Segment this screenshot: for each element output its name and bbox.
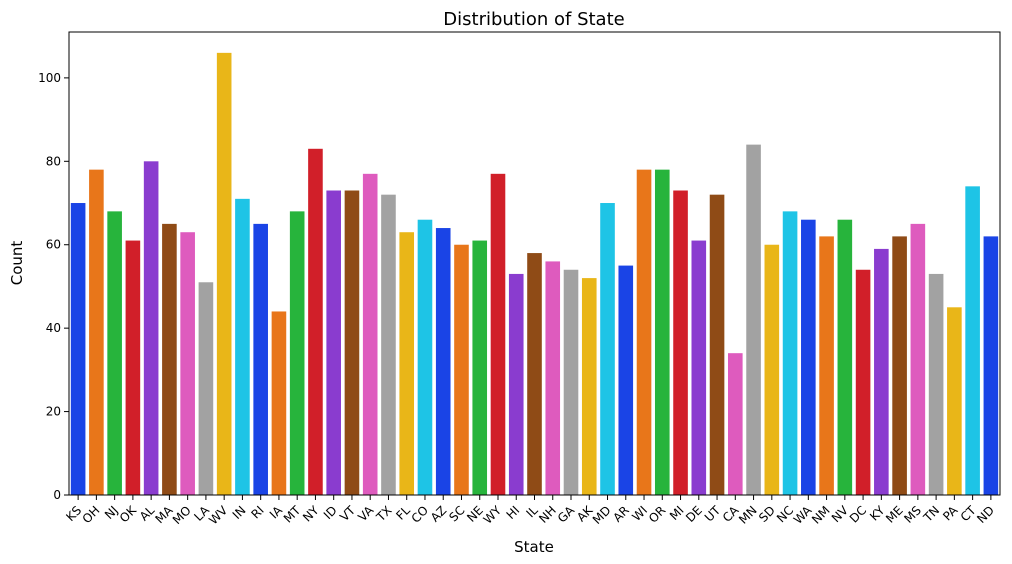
bar-la: [198, 282, 214, 495]
bar-ky: [874, 248, 889, 495]
bar-al: [143, 161, 159, 495]
x-tick-label: RI: [248, 503, 266, 521]
x-tick-label: MI: [667, 503, 687, 523]
y-tick-label: 100: [38, 71, 61, 85]
y-tick-label: 20: [46, 405, 61, 419]
x-tick-label: OH: [80, 503, 103, 526]
bar-ne: [472, 240, 488, 495]
bar-de: [691, 240, 707, 495]
bar-co: [417, 219, 433, 495]
bar-ak: [581, 278, 597, 495]
bar-ma: [162, 223, 177, 495]
bar-nj: [107, 211, 122, 496]
bar-ca: [728, 353, 743, 495]
bar-vt: [344, 190, 360, 495]
x-tick-label: DC: [847, 503, 869, 525]
bar-nh: [545, 261, 561, 495]
bar-pa: [947, 307, 962, 495]
chart-title: Distribution of State: [443, 9, 624, 30]
bar-il: [527, 253, 542, 495]
y-tick-label: 60: [46, 238, 61, 252]
bar-ga: [563, 269, 579, 495]
y-axis-label: Count: [8, 241, 26, 286]
bar-tn: [928, 273, 944, 495]
bar-id: [326, 190, 341, 495]
bar-ct: [965, 186, 980, 496]
bar-ks: [70, 203, 86, 496]
bar-wa: [801, 219, 816, 495]
bar-ms: [910, 223, 926, 495]
x-tick-label: TN: [920, 503, 942, 525]
bar-in: [235, 198, 250, 495]
bar-fl: [399, 232, 415, 495]
bar-dc: [855, 269, 871, 495]
bar-ri: [253, 223, 268, 495]
x-tick-label: NY: [300, 503, 322, 525]
bar-wi: [636, 169, 652, 495]
x-tick-label: ID: [321, 503, 340, 522]
x-tick-label: FL: [393, 503, 413, 523]
bar-nm: [819, 236, 834, 495]
bar-me: [892, 236, 907, 495]
bar-ia: [271, 311, 287, 495]
x-tick-label: NJ: [102, 503, 121, 522]
bar-md: [600, 203, 615, 496]
bar-ok: [125, 240, 141, 495]
x-tick-label: WY: [481, 503, 505, 527]
x-tick-label: MO: [170, 503, 194, 527]
x-axis-label: State: [514, 538, 554, 556]
bar-wv: [216, 52, 232, 495]
bar-az: [435, 228, 451, 495]
y-tick-label: 40: [46, 321, 61, 335]
x-tick-label: ND: [974, 503, 997, 526]
bar-ar: [618, 265, 634, 495]
x-tick-label: WV: [206, 503, 231, 528]
bar-wy: [490, 173, 506, 495]
y-tick-label: 80: [46, 154, 61, 168]
bar-sd: [764, 244, 780, 495]
y-tick-label: 0: [53, 488, 61, 502]
x-tick-label: TX: [373, 503, 395, 525]
bar-ny: [308, 148, 323, 495]
bar-mo: [180, 232, 195, 495]
bar-mt: [289, 211, 305, 496]
bar-ut: [709, 194, 725, 496]
bar-nc: [782, 211, 798, 496]
bar-or: [654, 169, 670, 495]
bar-va: [362, 173, 378, 495]
bar-sc: [454, 244, 469, 495]
bar-mn: [746, 144, 761, 495]
bar-tx: [381, 194, 396, 496]
bar-hi: [508, 273, 524, 495]
x-tick-label: OR: [646, 503, 668, 525]
bar-mi: [673, 190, 688, 495]
bar-nv: [837, 219, 853, 495]
x-tick-label: IN: [230, 503, 249, 522]
x-tick-label: HI: [504, 503, 523, 522]
bar-oh: [89, 169, 104, 495]
bar-nd: [983, 236, 999, 495]
